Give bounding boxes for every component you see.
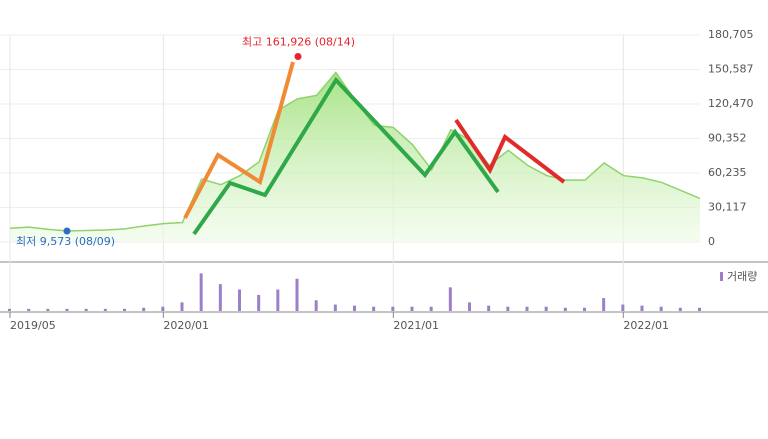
volume-bar xyxy=(314,300,318,311)
volume-bar xyxy=(84,308,88,311)
volume-bar xyxy=(544,306,548,311)
legend-label: 거래량 xyxy=(727,270,757,283)
volume-bar xyxy=(103,308,107,311)
volume-bar xyxy=(295,278,299,311)
y-tick-label: 120,470 xyxy=(708,97,754,110)
volume-bar xyxy=(199,273,203,311)
annotation-marker xyxy=(63,227,71,235)
volume-bar xyxy=(640,305,644,311)
y-tick-label: 90,352 xyxy=(708,132,747,145)
x-tick-label: 2021/01 xyxy=(393,319,439,332)
volume-bar xyxy=(506,306,510,311)
volume-bar xyxy=(123,308,126,311)
volume-bar xyxy=(333,304,337,311)
annotation-label: 최고 161,926 (08/14) xyxy=(242,36,355,49)
volume-bar xyxy=(678,307,682,311)
trend-line xyxy=(454,118,566,184)
y-tick-label: 60,235 xyxy=(708,166,747,179)
volume-bar xyxy=(161,306,165,311)
volume-bar xyxy=(218,284,222,311)
volume-bar xyxy=(391,306,395,311)
volume-bar xyxy=(238,289,241,311)
volume-bar xyxy=(276,289,280,311)
x-tick-label: 2019/05 xyxy=(10,319,56,332)
volume-bar xyxy=(257,294,261,311)
volume-bar xyxy=(659,306,663,311)
volume-bar xyxy=(27,308,31,311)
volume-bar xyxy=(8,308,11,311)
volume-bar xyxy=(698,307,701,311)
y-tick-label: 0 xyxy=(708,235,715,248)
volume-bar xyxy=(65,308,69,311)
volume-bar xyxy=(525,306,529,311)
volume-bar xyxy=(602,298,606,311)
volume-bar xyxy=(621,304,625,311)
volume-bar xyxy=(46,308,50,311)
annotation-marker xyxy=(294,53,302,61)
volume-bar xyxy=(429,306,433,311)
y-tick-label: 30,117 xyxy=(708,201,747,214)
x-tick-label: 2022/01 xyxy=(623,319,669,332)
volume-bar xyxy=(353,305,356,311)
trend-line xyxy=(183,61,295,219)
legend-swatch xyxy=(720,272,723,281)
area xyxy=(10,72,700,242)
volume-bar xyxy=(180,302,184,311)
volume-bar xyxy=(487,305,491,311)
volume-bar xyxy=(410,306,414,311)
y-tick-label: 180,705 xyxy=(708,28,754,41)
x-tick-label: 2020/01 xyxy=(163,319,209,332)
volume-bar xyxy=(142,307,146,311)
annotation-label: 최저 9,573 (08/09) xyxy=(16,235,115,248)
volume-bar xyxy=(372,306,376,311)
volume-bar xyxy=(448,287,452,311)
y-tick-label: 150,587 xyxy=(708,63,754,76)
trend-line xyxy=(192,76,500,236)
volume-bar xyxy=(583,307,586,311)
volume-bar xyxy=(468,302,471,311)
volume-bar xyxy=(563,307,567,311)
